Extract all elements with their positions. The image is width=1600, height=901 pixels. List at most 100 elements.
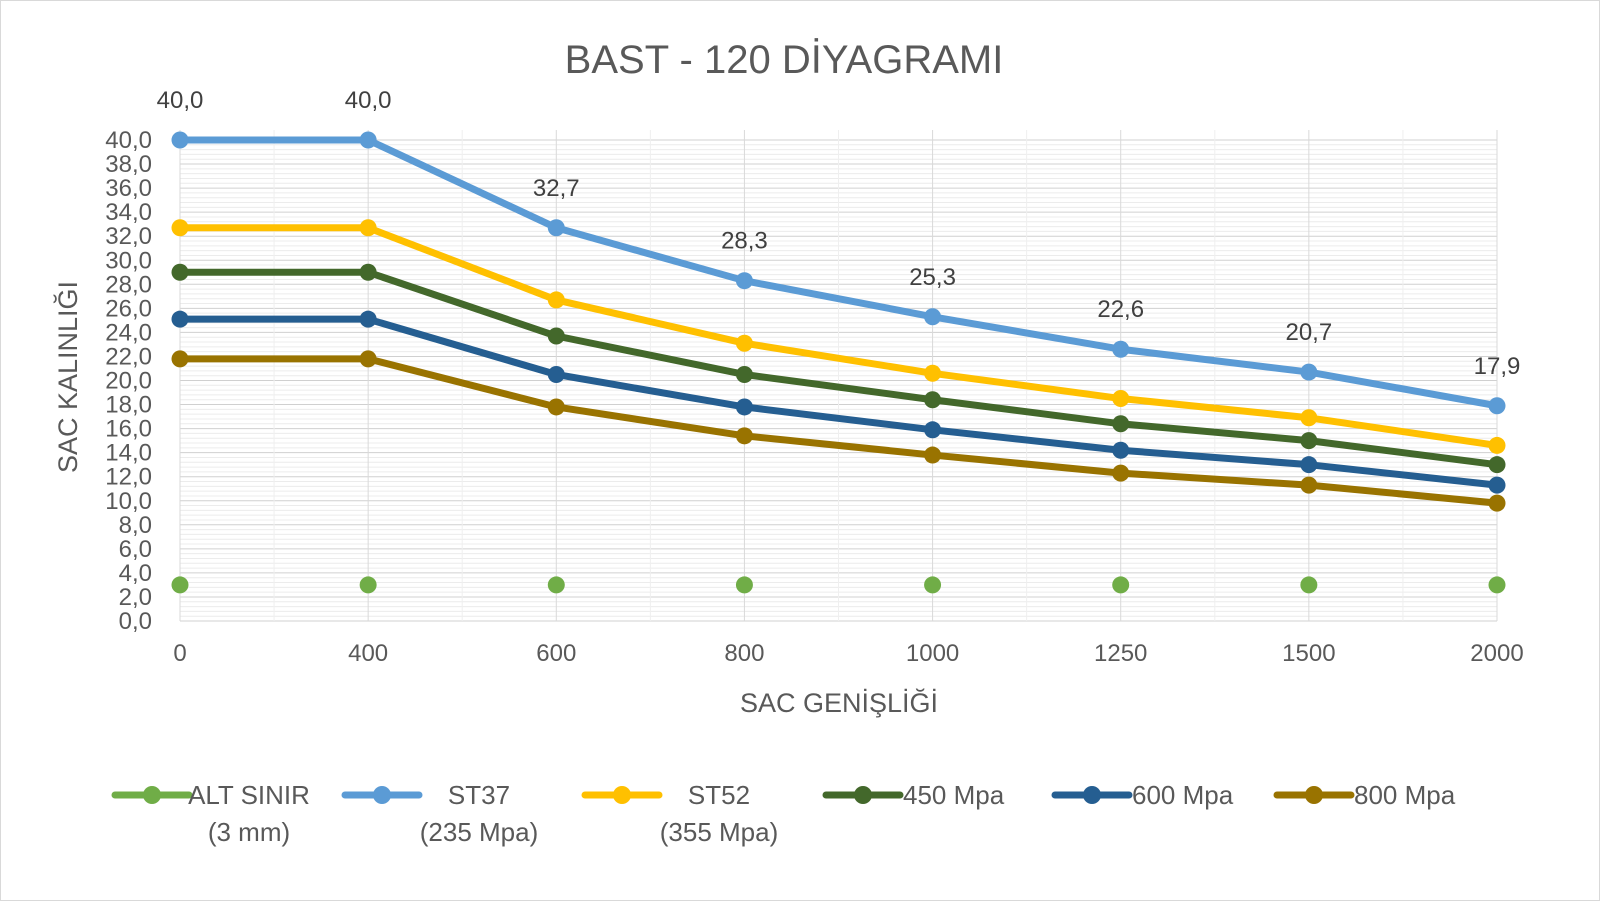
y-tick-label: 30,0 [105,247,152,274]
y-tick-label: 28,0 [105,271,152,298]
data-label: 22,6 [1097,296,1144,323]
data-point [171,219,189,237]
data-label: 17,9 [1474,353,1521,380]
data-point [924,391,942,409]
y-tick-label: 2,0 [119,584,152,611]
data-point [359,350,377,368]
legend-marker [373,786,391,804]
data-point [1112,576,1130,594]
y-tick-label: 4,0 [119,560,152,587]
data-point [171,263,189,281]
legend-marker [854,786,872,804]
y-tick-label: 22,0 [105,343,152,370]
series-2 [171,131,1506,415]
data-label: 40,0 [157,87,204,114]
grid [179,130,1498,622]
data-label: 20,7 [1285,319,1332,346]
data-point [547,291,565,309]
y-tick-label: 26,0 [105,295,152,322]
data-point [359,576,377,594]
data-point [171,131,189,149]
data-point [735,398,753,416]
data-point [1300,432,1318,450]
data-point [547,327,565,345]
data-point [735,576,753,594]
y-tick-label: 10,0 [105,488,152,515]
legend-marker [1305,786,1323,804]
data-label: 40,0 [345,87,392,114]
legend-label: ST52 [688,780,750,810]
data-point [924,421,942,439]
data-point [1488,494,1506,512]
data-point [735,334,753,352]
data-label: 28,3 [721,228,768,255]
x-tick-label: 1250 [1094,640,1147,667]
series-line [176,268,1501,469]
y-tick-label: 36,0 [105,175,152,202]
data-point [1488,576,1506,594]
legend-label-sub: (355 Mpa) [660,817,779,847]
x-axis-title: SAC GENİŞLİĞİ [740,687,938,718]
data-point [547,398,565,416]
data-point [924,446,942,464]
data-point [1112,390,1130,408]
legend-label: 800 Mpa [1354,780,1456,810]
x-tick-label: 1500 [1282,640,1335,667]
y-axis: 0,02,04,06,08,010,012,014,016,018,020,02… [105,127,152,635]
series-line [176,136,1501,410]
y-tick-label: 40,0 [105,127,152,154]
legend-label: 450 Mpa [903,780,1005,810]
legend-marker [1083,786,1101,804]
x-tick-label: 2000 [1470,640,1523,667]
data-labels: 40,0 40,0 32,7 28,3 25,3 22,6 20,7 17,9 [157,87,1521,380]
data-point [547,576,565,594]
data-point [547,219,565,237]
y-tick-label: 14,0 [105,440,152,467]
legend-item-6: 800 Mpa [1273,780,1456,810]
data-point [171,576,189,594]
series-5 [171,310,1506,494]
x-tick-label: 1000 [906,640,959,667]
series-4 [171,263,1506,474]
data-point [359,263,377,281]
data-point [924,576,942,594]
data-point [1112,464,1130,482]
legend-item-5: 600 Mpa [1051,780,1234,810]
legend-label: ALT SINIR [188,780,310,810]
data-point [924,364,942,382]
y-tick-label: 32,0 [105,223,152,250]
legend-item-2: ST37 (235 Mpa) [341,780,538,847]
data-label: 25,3 [909,264,956,291]
y-tick-label: 6,0 [119,536,152,563]
data-point [1300,576,1318,594]
legend-marker [143,786,161,804]
y-axis-title: SAC KALINLIĞI [52,281,83,473]
data-point [1300,456,1318,474]
y-tick-label: 8,0 [119,512,152,539]
legend-label: ST37 [448,780,510,810]
legend-marker [613,786,631,804]
legend-item-4: 450 Mpa [822,780,1005,810]
legend-item-1: ALT SINIR (3 mm) [111,780,310,847]
x-tick-label: 0 [173,640,186,667]
y-tick-label: 38,0 [105,151,152,178]
series-3 [171,219,1506,454]
legend-label: 600 Mpa [1132,780,1234,810]
data-point [1112,415,1130,433]
y-tick-label: 12,0 [105,464,152,491]
data-point [359,219,377,237]
data-point [171,350,189,368]
data-point [1488,436,1506,454]
y-tick-label: 34,0 [105,199,152,226]
legend-item-3: ST52 (355 Mpa) [581,780,779,847]
data-point [735,272,753,290]
series-1 [171,576,1506,594]
data-point [1112,441,1130,459]
series-line [176,355,1501,507]
data-point [1300,409,1318,427]
y-tick-label: 24,0 [105,319,152,346]
y-tick-label: 16,0 [105,416,152,443]
data-point [1300,476,1318,494]
